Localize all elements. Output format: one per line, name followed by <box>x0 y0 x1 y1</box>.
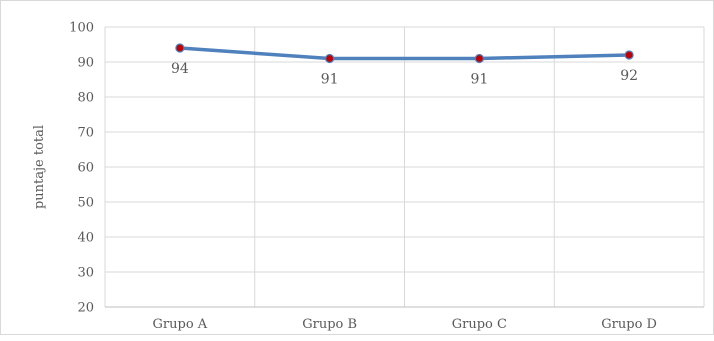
data-label: 91 <box>470 72 488 88</box>
y-tick-label: 90 <box>77 56 94 71</box>
x-tick-labels: Grupo A Grupo B Grupo C Grupo D <box>153 317 657 332</box>
series-markers <box>175 43 634 64</box>
y-tick-label: 20 <box>77 301 94 316</box>
data-point <box>175 43 185 53</box>
data-label: 92 <box>620 68 638 84</box>
gridlines <box>104 26 705 308</box>
y-tick-label: 80 <box>77 91 94 106</box>
y-tick-labels: 20 30 40 50 60 70 80 90 100 <box>69 21 94 316</box>
y-tick-label: 70 <box>77 126 94 141</box>
y-tick-label: 30 <box>77 266 94 281</box>
data-label: 94 <box>171 61 189 77</box>
series-line-layer <box>178 46 631 61</box>
y-tick-label: 100 <box>69 21 94 36</box>
x-tick-label: Grupo A <box>153 317 208 332</box>
x-tick-label: Grupo C <box>452 317 507 332</box>
data-point <box>624 50 634 60</box>
data-point <box>474 53 484 64</box>
data-labels: 94 91 91 92 <box>171 61 638 88</box>
data-label: 91 <box>321 72 339 88</box>
data-point <box>325 53 335 64</box>
x-tick-label: Grupo D <box>601 317 657 332</box>
y-tick-label: 60 <box>77 161 94 176</box>
y-axis-title: puntaje total <box>32 125 47 209</box>
x-tick-label: Grupo B <box>302 317 357 332</box>
series-line <box>178 46 631 61</box>
y-tick-label: 40 <box>77 231 94 246</box>
y-tick-label: 50 <box>77 196 94 211</box>
